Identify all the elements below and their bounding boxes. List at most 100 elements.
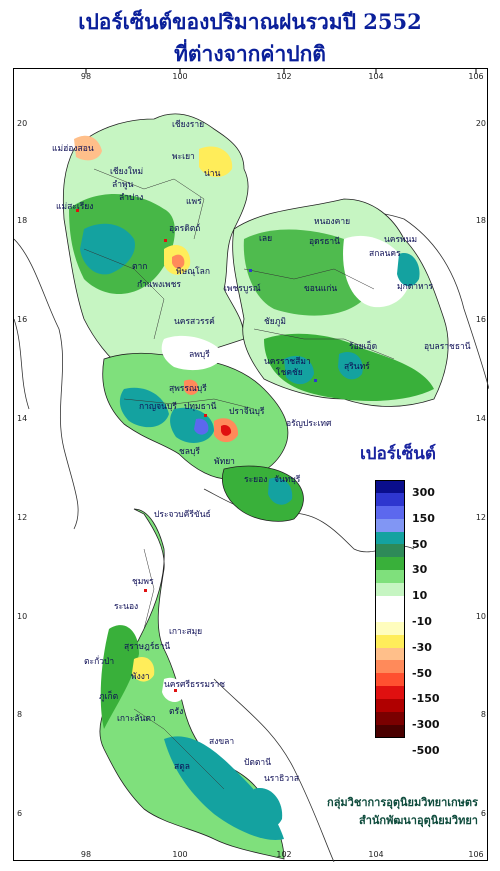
station-marker [314, 379, 317, 382]
legend-label: 10 [412, 589, 428, 603]
lat-label: 20 [17, 119, 27, 128]
lat-label: 18 [476, 216, 486, 225]
province-label: ตะกั่วป่า [84, 655, 114, 667]
narathiwat-teal [254, 788, 283, 829]
lat-label: 14 [476, 414, 486, 423]
province-label: พังงา [131, 672, 150, 682]
legend-label: 300 [412, 486, 435, 499]
province-label: ปทุมธานี [184, 401, 217, 412]
province-label: จันทบุรี [274, 474, 301, 485]
lon-label: 100 [172, 72, 187, 81]
malaysia-outline [213, 678, 335, 863]
province-label: กาญจนบุรี [139, 401, 177, 412]
lat-label: 10 [17, 612, 27, 621]
legend-swatch [375, 621, 405, 635]
province-label: สตูล [174, 762, 190, 772]
lon-label: 104 [368, 72, 383, 81]
province-label: อุบลราชธานี [424, 341, 471, 352]
phitsanulok-orange [172, 254, 185, 269]
legend-swatch [375, 518, 405, 532]
province-label: เพชรบูรณ์ [224, 283, 261, 294]
province-label: นครพนม [384, 235, 417, 245]
province-label: สุพรรณบุรี [169, 383, 207, 394]
province-label: ขอนแก่น [304, 284, 337, 294]
lat-label: 8 [481, 710, 486, 719]
province-label: หนองคาย [314, 217, 350, 227]
legend-label: 150 [412, 511, 435, 525]
legend-label: -500 [412, 744, 440, 757]
province-label: เกาะสมุย [169, 627, 202, 637]
province-label: แพร่ [186, 197, 202, 207]
station-marker [204, 414, 207, 417]
lat-label: 16 [476, 315, 486, 324]
province-label: สงขลา [209, 737, 234, 747]
station-marker [174, 689, 177, 692]
legend-colorbar [375, 480, 405, 738]
bangkok-blue-core [194, 418, 209, 435]
northern-teal-core [80, 223, 135, 275]
legend-label: 50 [412, 537, 428, 551]
legend-swatch [375, 557, 405, 571]
thailand-rainfall-map: 98 [13, 60, 490, 863]
lat-label: 6 [481, 809, 486, 818]
map-frame: 98 [13, 60, 490, 863]
province-label: ระยอง [244, 475, 267, 485]
province-label: ลพบุรี [189, 349, 210, 360]
province-label: สกลนคร [369, 249, 401, 259]
legend-swatch [375, 660, 405, 674]
legend-label: -300 [412, 718, 440, 732]
legend-swatch [375, 712, 405, 725]
south-teal-band [164, 736, 284, 840]
station-marker [249, 269, 252, 272]
suphanburi-orange [184, 379, 199, 395]
legend-title: เปอร์เซ็นต์ [360, 444, 436, 464]
province-label: อุดรธานี [309, 236, 340, 247]
province-boundaries [83, 168, 395, 790]
province-label: นครราชสีมา [264, 356, 311, 367]
lat-label: 6 [17, 809, 22, 818]
legend-swatch [375, 531, 405, 545]
central-white-zone [161, 335, 224, 371]
thailand-south-region [99, 508, 285, 860]
province-label: พัทยา [214, 457, 235, 467]
legend-label: -30 [412, 640, 432, 654]
lat-label: 12 [476, 513, 486, 522]
lon-label: 98 [81, 72, 91, 81]
northeast-white-zone [343, 235, 410, 308]
southern-white-patch [162, 677, 185, 703]
province-label: ตาก [132, 262, 147, 272]
province-label: เชียงใหม่ [110, 166, 143, 177]
province-label: มุกดาหาร [397, 282, 433, 292]
station-marker [164, 239, 167, 242]
station-marker [76, 209, 79, 212]
legend-swatch [375, 570, 405, 584]
lat-label: 10 [476, 612, 486, 621]
northeast-green-zone [243, 229, 368, 316]
chachoengsao-red [221, 424, 232, 436]
province-label: นครศรีธรรมราช [164, 679, 225, 690]
legend-swatch [375, 480, 405, 493]
province-label: นราธิวาส [264, 774, 300, 784]
lon-label: 102 [276, 850, 291, 859]
province-label: เลย [259, 234, 272, 244]
lon-label: 100 [172, 850, 187, 859]
province-label: ลำปาง [119, 193, 143, 203]
legend-label: -150 [412, 692, 440, 706]
legend-swatch [375, 686, 405, 700]
lon-label: 102 [276, 72, 291, 81]
surin-teal [338, 351, 363, 380]
lat-label: 16 [17, 315, 27, 324]
station-marker [144, 589, 147, 592]
map-title: เปอร์เซ็นต์ของปริมาณฝนรวมปี 2552 [78, 9, 422, 34]
province-label: ร้อยเอ็ด [349, 340, 377, 352]
south-west-green [100, 625, 139, 729]
lon-label: 98 [81, 850, 91, 859]
north-orange-patch [74, 135, 102, 161]
credit-bureau: สำนักพัฒนาอุตุนิยมวิทยา [359, 814, 478, 827]
province-label: อุตรดิตถ์ [169, 223, 200, 234]
province-label: พิษณุโลก [176, 266, 210, 277]
province-label: ระนอง [114, 602, 138, 612]
province-label: น่าน [204, 169, 221, 179]
legend-label: -10 [412, 615, 432, 628]
nakhonratchasima-teal [284, 355, 314, 385]
